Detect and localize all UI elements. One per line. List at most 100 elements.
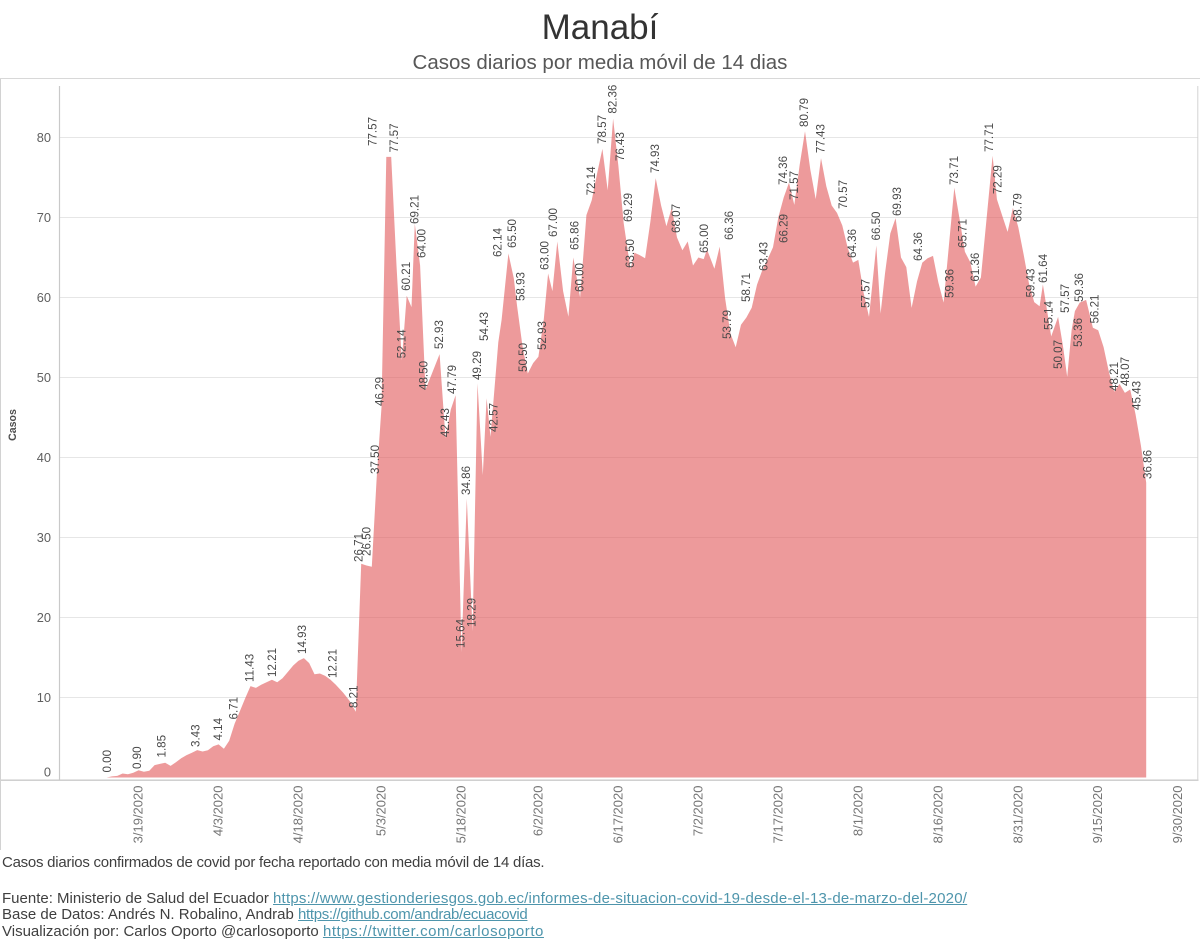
svg-text:5/3/2020: 5/3/2020 xyxy=(373,786,388,837)
svg-text:64.36: 64.36 xyxy=(846,229,859,258)
svg-text:53.36: 53.36 xyxy=(1072,318,1085,347)
svg-text:59.36: 59.36 xyxy=(944,269,957,298)
svg-text:59.36: 59.36 xyxy=(1073,273,1086,302)
svg-text:71.57: 71.57 xyxy=(788,171,801,200)
svg-text:5/18/2020: 5/18/2020 xyxy=(453,786,468,844)
svg-text:72.14: 72.14 xyxy=(585,166,598,196)
svg-text:77.57: 77.57 xyxy=(367,117,380,146)
svg-text:77.43: 77.43 xyxy=(814,124,827,153)
svg-text:70: 70 xyxy=(37,210,51,225)
svg-text:42.57: 42.57 xyxy=(488,403,501,432)
svg-text:56.21: 56.21 xyxy=(1088,294,1101,323)
svg-text:58.71: 58.71 xyxy=(740,273,753,302)
svg-text:58.93: 58.93 xyxy=(515,272,528,301)
svg-text:59.43: 59.43 xyxy=(1025,268,1038,297)
svg-text:63.50: 63.50 xyxy=(624,239,637,268)
svg-text:66.29: 66.29 xyxy=(778,214,791,243)
svg-text:66.50: 66.50 xyxy=(870,211,883,240)
svg-text:50: 50 xyxy=(37,370,51,385)
svg-text:3.43: 3.43 xyxy=(190,724,203,747)
svg-text:6/17/2020: 6/17/2020 xyxy=(610,786,625,844)
svg-text:68.79: 68.79 xyxy=(1012,193,1025,222)
svg-text:48.07: 48.07 xyxy=(1119,357,1132,386)
svg-text:77.57: 77.57 xyxy=(388,123,401,152)
svg-text:64.36: 64.36 xyxy=(912,232,925,261)
svg-text:9/15/2020: 9/15/2020 xyxy=(1090,786,1105,844)
svg-text:12.21: 12.21 xyxy=(266,648,279,677)
svg-text:48.21: 48.21 xyxy=(1108,362,1121,391)
svg-text:60.00: 60.00 xyxy=(574,263,587,292)
svg-text:8/31/2020: 8/31/2020 xyxy=(1010,786,1025,844)
svg-text:65.50: 65.50 xyxy=(506,219,519,248)
svg-text:70.57: 70.57 xyxy=(837,180,850,209)
svg-text:0.90: 0.90 xyxy=(131,746,144,769)
svg-text:50.07: 50.07 xyxy=(1052,340,1065,369)
svg-text:50.50: 50.50 xyxy=(517,343,530,372)
svg-text:1.85: 1.85 xyxy=(156,735,169,758)
svg-text:57.57: 57.57 xyxy=(1059,284,1072,313)
svg-text:8/1/2020: 8/1/2020 xyxy=(850,786,865,837)
svg-text:65.86: 65.86 xyxy=(569,221,582,250)
svg-text:6.71: 6.71 xyxy=(228,697,241,720)
svg-text:10: 10 xyxy=(37,690,51,705)
svg-text:6/2/2020: 6/2/2020 xyxy=(530,786,545,837)
svg-text:42.43: 42.43 xyxy=(439,408,452,437)
svg-text:61.64: 61.64 xyxy=(1037,253,1050,283)
svg-text:64.00: 64.00 xyxy=(416,229,429,258)
svg-text:80: 80 xyxy=(37,130,51,145)
svg-text:45.43: 45.43 xyxy=(1131,381,1144,410)
svg-text:36.86: 36.86 xyxy=(1142,450,1155,479)
svg-text:73.71: 73.71 xyxy=(948,156,961,185)
svg-text:65.00: 65.00 xyxy=(698,224,711,253)
svg-text:15.64: 15.64 xyxy=(455,618,468,648)
svg-text:57.57: 57.57 xyxy=(859,279,872,308)
svg-text:4/3/2020: 4/3/2020 xyxy=(211,786,226,837)
svg-text:80.79: 80.79 xyxy=(798,98,811,127)
svg-text:52.93: 52.93 xyxy=(536,321,549,350)
svg-text:65.71: 65.71 xyxy=(956,219,969,248)
svg-text:53.79: 53.79 xyxy=(721,310,734,339)
svg-text:8/16/2020: 8/16/2020 xyxy=(930,786,945,844)
svg-text:62.14: 62.14 xyxy=(492,227,505,257)
svg-text:72.29: 72.29 xyxy=(991,165,1004,194)
svg-text:11.43: 11.43 xyxy=(244,654,257,682)
svg-text:77.71: 77.71 xyxy=(983,123,996,152)
svg-text:46.29: 46.29 xyxy=(374,377,387,406)
svg-text:Casos: Casos xyxy=(7,409,19,441)
svg-text:68.07: 68.07 xyxy=(670,204,683,233)
svg-text:52.14: 52.14 xyxy=(395,329,408,359)
svg-text:4.14: 4.14 xyxy=(212,717,225,740)
svg-text:48.50: 48.50 xyxy=(418,361,431,390)
svg-text:63.43: 63.43 xyxy=(758,242,771,271)
svg-text:74.93: 74.93 xyxy=(649,144,662,173)
svg-text:55.14: 55.14 xyxy=(1043,300,1056,330)
svg-text:52.93: 52.93 xyxy=(433,320,446,349)
svg-text:63.00: 63.00 xyxy=(539,241,552,270)
svg-text:4/18/2020: 4/18/2020 xyxy=(291,786,306,844)
svg-text:67.00: 67.00 xyxy=(547,208,560,237)
svg-text:20: 20 xyxy=(37,610,51,625)
svg-text:82.36: 82.36 xyxy=(607,85,620,114)
svg-text:47.79: 47.79 xyxy=(446,365,459,394)
svg-text:69.21: 69.21 xyxy=(409,195,422,224)
svg-text:30: 30 xyxy=(37,530,51,545)
svg-text:8.21: 8.21 xyxy=(348,685,361,708)
svg-text:66.36: 66.36 xyxy=(723,211,736,240)
svg-text:34.86: 34.86 xyxy=(460,466,473,495)
svg-text:49.29: 49.29 xyxy=(471,351,484,380)
svg-text:3/19/2020: 3/19/2020 xyxy=(131,786,146,844)
svg-text:69.93: 69.93 xyxy=(891,187,904,216)
svg-text:54.43: 54.43 xyxy=(478,312,491,341)
svg-text:74.36: 74.36 xyxy=(777,156,790,185)
svg-text:76.43: 76.43 xyxy=(614,132,627,161)
svg-text:12.21: 12.21 xyxy=(327,649,340,678)
svg-text:69.29: 69.29 xyxy=(622,193,635,222)
svg-text:18.29: 18.29 xyxy=(466,598,479,627)
svg-text:40: 40 xyxy=(37,450,51,465)
svg-text:7/17/2020: 7/17/2020 xyxy=(770,786,785,844)
svg-text:60: 60 xyxy=(37,290,51,305)
svg-text:78.57: 78.57 xyxy=(596,115,609,144)
svg-text:26.71: 26.71 xyxy=(353,533,366,562)
svg-text:0: 0 xyxy=(44,765,51,780)
svg-text:9/30/2020: 9/30/2020 xyxy=(1170,786,1185,844)
